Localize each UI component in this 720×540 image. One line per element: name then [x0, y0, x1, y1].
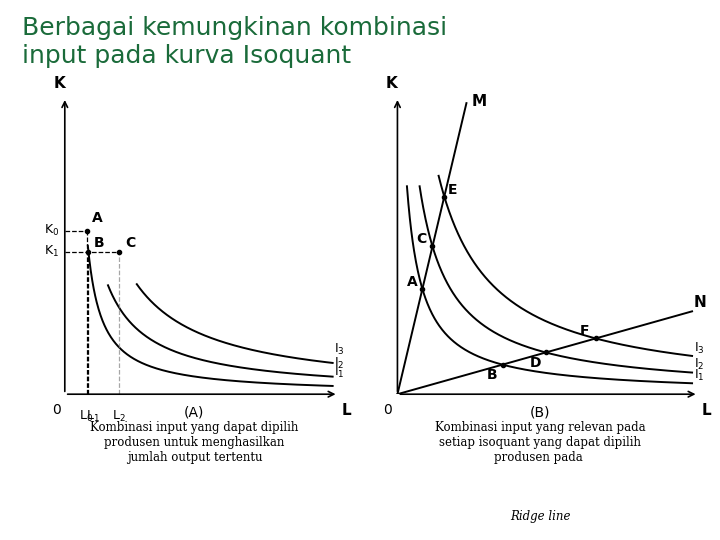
Text: N: N	[693, 295, 706, 310]
Text: E: E	[447, 183, 457, 197]
Text: I$_1$: I$_1$	[693, 368, 704, 383]
Text: A: A	[407, 275, 418, 289]
Text: Kombinasi input yang relevan pada
setiap isoquant yang dapat dipilih
produsen pa: Kombinasi input yang relevan pada setiap…	[435, 421, 645, 464]
Text: L$_2$: L$_2$	[112, 409, 126, 424]
Text: (B): (B)	[530, 405, 550, 419]
Text: C: C	[417, 232, 427, 246]
Text: D: D	[530, 356, 541, 370]
Text: K: K	[53, 76, 65, 91]
Text: Ridge line: Ridge line	[510, 510, 570, 523]
Text: I$_1$: I$_1$	[334, 365, 345, 380]
Text: A: A	[92, 211, 103, 225]
Text: K: K	[385, 76, 397, 91]
Text: I$_2$: I$_2$	[334, 356, 344, 370]
Text: B: B	[94, 236, 105, 250]
Text: M: M	[471, 94, 486, 109]
Text: Berbagai kemungkinan kombinasi
input pada kurva Isoquant: Berbagai kemungkinan kombinasi input pad…	[22, 16, 446, 68]
Text: I$_2$: I$_2$	[693, 357, 704, 372]
Text: K$_0$: K$_0$	[44, 224, 59, 238]
Text: L: L	[701, 403, 711, 418]
Text: (A): (A)	[184, 405, 204, 419]
Text: I$_3$: I$_3$	[334, 342, 345, 357]
Text: L$_1$: L$_1$	[86, 409, 99, 424]
Text: B: B	[487, 368, 498, 382]
Text: C: C	[125, 236, 135, 250]
Text: Kombinasi input yang dapat dipilih
produsen untuk menghasilkan
jumlah output ter: Kombinasi input yang dapat dipilih produ…	[90, 421, 299, 464]
Text: K$_1$: K$_1$	[44, 244, 59, 259]
Text: I$_3$: I$_3$	[693, 341, 704, 355]
Text: 0: 0	[52, 403, 60, 417]
Text: F: F	[580, 325, 590, 339]
Text: 0: 0	[384, 403, 392, 417]
Text: L$_0$: L$_0$	[79, 409, 94, 424]
Text: L: L	[341, 403, 351, 418]
